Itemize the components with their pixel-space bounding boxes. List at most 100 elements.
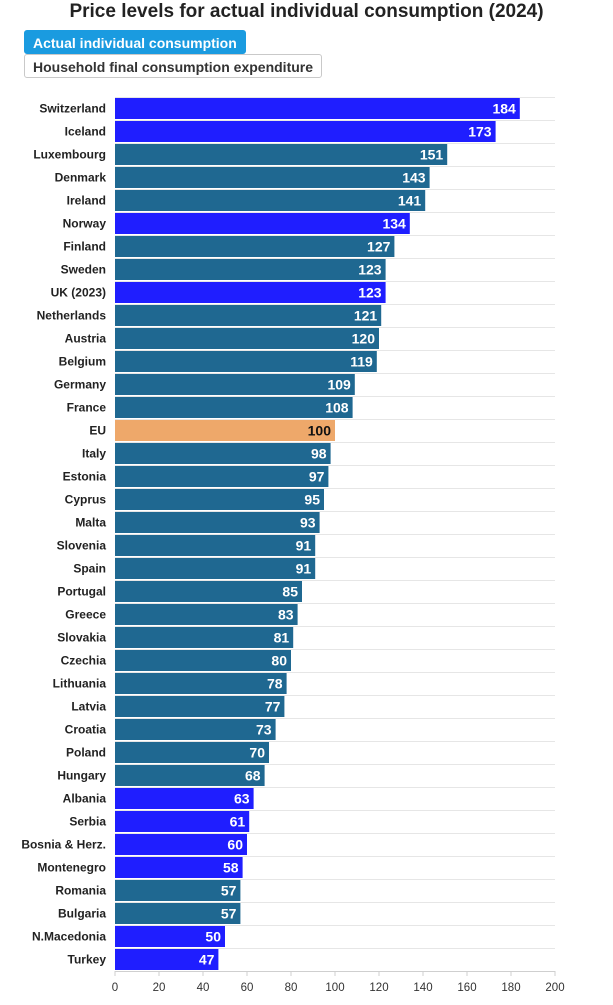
category-label: Serbia [69, 815, 106, 829]
bar [115, 351, 377, 372]
data-label: 70 [249, 745, 265, 761]
bar [115, 765, 265, 786]
category-label: Slovenia [57, 539, 107, 553]
bar [115, 903, 241, 924]
bar [115, 880, 241, 901]
bar [115, 397, 353, 418]
category-label: Montenegro [37, 861, 106, 875]
bar [115, 305, 382, 326]
bar [115, 167, 430, 188]
bar [115, 512, 320, 533]
category-label: Bosnia & Herz. [21, 838, 106, 852]
category-label: Romania [55, 884, 106, 898]
data-label: 57 [221, 883, 237, 899]
bar [115, 604, 298, 625]
data-label: 91 [296, 561, 312, 577]
x-tick-label: 180 [501, 982, 520, 994]
bar [115, 788, 254, 809]
data-label: 57 [221, 906, 237, 922]
bar [115, 282, 386, 303]
data-label: 123 [358, 285, 382, 301]
data-label: 127 [367, 239, 391, 255]
category-label: UK (2023) [51, 286, 106, 300]
bar [115, 535, 316, 556]
bar [115, 926, 225, 947]
bar [115, 98, 520, 119]
category-label: France [67, 401, 107, 415]
x-tick-label: 0 [112, 982, 118, 994]
bar [115, 696, 285, 717]
data-label: 184 [492, 101, 516, 117]
x-tick-label: 40 [197, 982, 210, 994]
data-label: 85 [282, 584, 298, 600]
data-label: 47 [199, 952, 215, 968]
data-label: 68 [245, 768, 261, 784]
data-label: 50 [205, 929, 221, 945]
bar [115, 581, 302, 602]
data-label: 141 [398, 193, 422, 209]
data-label: 121 [354, 308, 378, 324]
bar [115, 236, 395, 257]
data-label: 81 [274, 630, 290, 646]
category-label: Czechia [61, 654, 107, 668]
bar [115, 489, 324, 510]
category-label: Estonia [63, 470, 107, 484]
category-label: Belgium [59, 355, 106, 369]
category-label: Switzerland [39, 102, 106, 116]
x-tick-label: 120 [369, 982, 388, 994]
category-label: Spain [73, 562, 106, 576]
category-label: Turkey [68, 953, 107, 967]
category-label: Sweden [61, 263, 106, 277]
data-label: 120 [352, 331, 376, 347]
data-label: 60 [227, 837, 243, 853]
category-label: Italy [82, 447, 106, 461]
category-label: Portugal [57, 585, 106, 599]
category-label: Iceland [65, 125, 106, 139]
data-label: 61 [230, 814, 246, 830]
bar [115, 144, 448, 165]
data-label: 134 [382, 216, 406, 232]
bar [115, 374, 355, 395]
bar [115, 811, 250, 832]
data-label: 143 [402, 170, 426, 186]
category-label: Finland [63, 240, 106, 254]
category-label: Austria [65, 332, 107, 346]
category-label: Albania [63, 792, 107, 806]
bar [115, 420, 335, 441]
data-label: 98 [311, 446, 327, 462]
data-label: 91 [296, 538, 312, 554]
bar [115, 949, 219, 970]
category-label: Croatia [65, 723, 107, 737]
data-label: 83 [278, 607, 294, 623]
x-tick-label: 80 [285, 982, 298, 994]
bar [115, 627, 294, 648]
category-label: Norway [63, 217, 107, 231]
category-label: Denmark [55, 171, 107, 185]
bar [115, 719, 276, 740]
bar [115, 328, 379, 349]
data-label: 151 [420, 147, 444, 163]
data-label: 80 [271, 653, 287, 669]
household-final-consumption-toggle[interactable]: Household final consumption expenditure [24, 54, 323, 78]
bar [115, 213, 410, 234]
category-label: Ireland [67, 194, 106, 208]
x-tick-label: 140 [413, 982, 432, 994]
data-label: 108 [325, 400, 349, 416]
bar [115, 673, 287, 694]
x-tick-label: 200 [545, 982, 564, 994]
bar [115, 443, 331, 464]
actual-individual-consumption-toggle[interactable]: Actual individual consumption [24, 30, 246, 54]
data-label: 119 [350, 354, 373, 370]
bar [115, 466, 329, 487]
bar [115, 857, 243, 878]
category-label: Germany [54, 378, 106, 392]
category-label: Malta [75, 516, 106, 530]
category-label: Lithuania [53, 677, 107, 691]
x-tick-label: 60 [241, 982, 254, 994]
data-label: 93 [300, 515, 316, 531]
category-label: Latvia [71, 700, 106, 714]
data-label: 58 [223, 860, 239, 876]
x-tick-label: 100 [325, 982, 344, 994]
data-label: 173 [468, 124, 492, 140]
